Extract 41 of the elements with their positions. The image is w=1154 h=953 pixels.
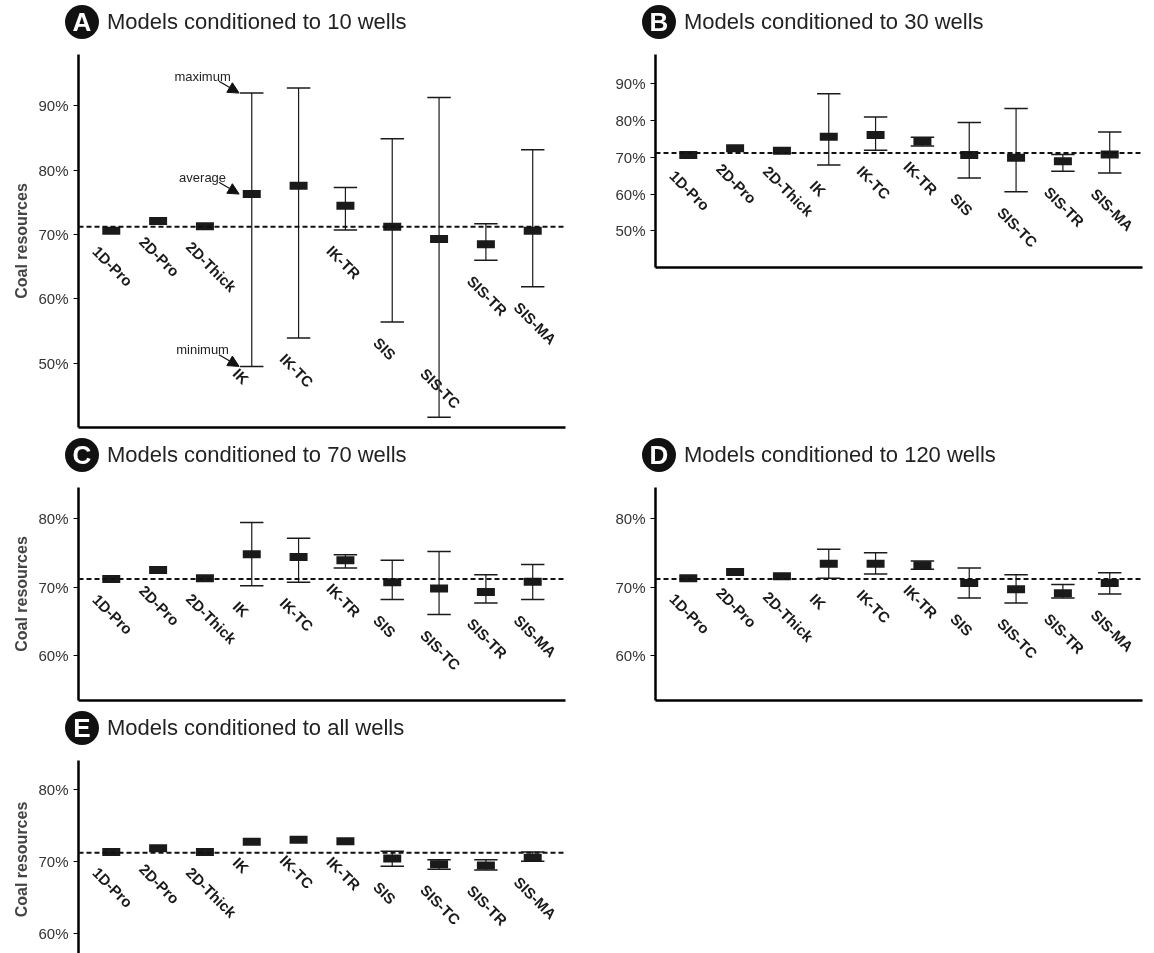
annotation: maximum	[174, 68, 231, 84]
y-tick-label: 80%	[615, 509, 646, 527]
y-tick-label: 70%	[38, 226, 69, 244]
y-tick-label: 60%	[38, 290, 69, 308]
x-tick-label: SIS	[947, 189, 977, 220]
y-tick-label: 90%	[615, 75, 646, 93]
chart-title: Models conditioned to 70 wells	[107, 442, 407, 467]
y-tick-label: 70%	[38, 578, 69, 596]
y-tick-label: 70%	[615, 148, 646, 166]
chart-title: Models conditioned to all wells	[107, 715, 405, 740]
y-axis-title: Coal resources	[13, 536, 31, 652]
y-tick-label: 90%	[38, 97, 69, 115]
x-tick-label: SIS	[370, 878, 400, 908]
y-tick-label: 70%	[615, 578, 646, 596]
chart-title: Models conditioned to 30 wells	[684, 9, 984, 34]
chart-title: Models conditioned to 10 wells	[107, 9, 407, 34]
text: E	[65, 711, 99, 745]
annotation: average	[179, 169, 227, 185]
y-tick-label: 60%	[615, 185, 646, 203]
y-tick-label: 80%	[38, 780, 69, 798]
text: A	[65, 5, 99, 39]
y-tick-label: 50%	[615, 222, 646, 240]
text: D	[642, 438, 676, 472]
y-tick-label: 80%	[38, 509, 69, 527]
text: B	[642, 5, 676, 39]
x-tick-label: SIS	[370, 334, 400, 364]
y-axis-title: Coal resources	[13, 801, 31, 918]
y-tick-label: 50%	[38, 354, 69, 372]
y-tick-label: 80%	[38, 161, 69, 179]
text: C	[65, 438, 99, 472]
y-tick-label: 80%	[615, 112, 646, 130]
y-tick-label: 60%	[38, 924, 69, 942]
annotation: minimum	[176, 342, 229, 358]
x-tick-label: IK	[229, 364, 253, 388]
y-tick-label: 60%	[38, 647, 69, 665]
y-tick-label: 60%	[615, 647, 646, 665]
x-tick-label: SIS	[370, 611, 400, 641]
y-axis-title: Coal resources	[13, 183, 31, 299]
y-tick-label: 70%	[38, 852, 69, 870]
chart-title: Models conditioned to 120 wells	[684, 442, 996, 467]
x-tick-label: SIS	[947, 610, 977, 640]
